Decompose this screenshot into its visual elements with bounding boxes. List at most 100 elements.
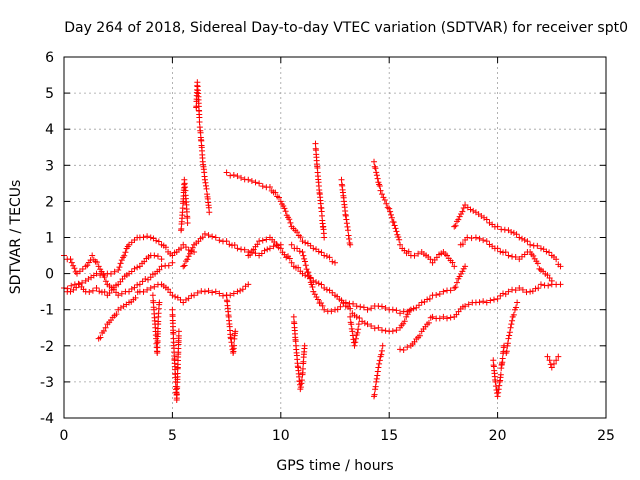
data-point <box>155 238 162 245</box>
data-point <box>557 281 564 288</box>
data-point <box>537 245 544 252</box>
data-point <box>319 302 326 309</box>
data-point <box>372 165 379 172</box>
data-point <box>101 274 108 281</box>
data-point <box>89 252 96 259</box>
data-point <box>352 335 359 342</box>
data-point <box>426 295 433 302</box>
data-point <box>106 289 113 296</box>
data-point <box>429 313 436 320</box>
data-point <box>323 253 330 260</box>
y-tick-label: -3 <box>40 375 54 391</box>
data-point <box>383 200 390 207</box>
data-point <box>256 238 263 245</box>
data-point <box>393 327 400 334</box>
data-point <box>537 281 544 288</box>
data-point <box>71 265 78 272</box>
data-point <box>116 264 123 271</box>
data-point <box>357 303 364 310</box>
data-point <box>302 262 309 269</box>
y-tick-label: -2 <box>40 339 54 355</box>
data-point <box>306 275 313 282</box>
data-point <box>555 353 562 360</box>
data-point <box>318 249 325 256</box>
data-point <box>376 360 383 367</box>
data-point <box>505 288 512 295</box>
data-point <box>310 245 317 252</box>
data-point <box>382 305 389 312</box>
data-point <box>451 263 458 270</box>
data-point <box>102 324 109 331</box>
data-point <box>374 175 381 182</box>
data-point <box>258 250 265 257</box>
data-point <box>364 306 371 313</box>
data-point <box>381 196 388 203</box>
data-point <box>182 296 189 303</box>
data-point <box>389 328 396 335</box>
data-point <box>524 238 531 245</box>
data-point <box>447 314 454 321</box>
data-point <box>505 252 512 259</box>
data-point <box>344 223 351 230</box>
data-point <box>154 253 161 260</box>
data-point <box>507 324 514 331</box>
data-point <box>378 351 385 358</box>
data-point <box>530 252 537 259</box>
data-point <box>483 299 490 306</box>
data-point <box>510 229 517 236</box>
data-point <box>453 311 460 318</box>
data-point <box>499 355 506 362</box>
data-point <box>518 235 525 242</box>
data-point <box>502 249 509 256</box>
data-point <box>117 260 124 267</box>
data-point <box>497 371 504 378</box>
data-point <box>212 234 219 241</box>
data-point <box>306 272 313 279</box>
data-point <box>286 216 293 223</box>
data-point <box>416 332 423 339</box>
data-point <box>368 305 375 312</box>
data-point <box>513 304 520 311</box>
data-point <box>494 223 501 230</box>
data-point <box>332 259 338 266</box>
data-point <box>502 291 509 298</box>
data-point <box>184 256 191 263</box>
data-point <box>400 347 407 354</box>
data-point <box>397 346 404 353</box>
data-point <box>252 250 259 257</box>
data-point <box>153 237 160 244</box>
data-point <box>115 266 122 273</box>
data-point <box>313 279 320 286</box>
data-point <box>326 254 333 261</box>
data-point <box>546 357 553 364</box>
data-point <box>231 342 238 349</box>
data-point <box>480 237 487 244</box>
data-point <box>158 256 165 263</box>
data-point <box>368 322 375 329</box>
data-point <box>355 321 362 328</box>
data-point <box>165 262 172 269</box>
data-point <box>495 389 502 396</box>
data-point <box>527 241 534 248</box>
data-point <box>453 279 460 286</box>
data-point <box>545 282 552 289</box>
data-point <box>196 118 203 125</box>
data-point <box>175 328 182 335</box>
y-tick-label: 1 <box>45 231 54 247</box>
data-point <box>512 254 519 261</box>
data-point <box>309 284 316 291</box>
data-point <box>182 244 189 251</box>
data-point <box>89 287 96 294</box>
data-point <box>504 342 511 349</box>
data-point <box>173 391 180 398</box>
data-point <box>548 364 555 371</box>
data-point <box>299 248 306 255</box>
data-point <box>234 288 241 295</box>
data-point <box>342 299 349 306</box>
data-point <box>433 291 440 298</box>
data-point <box>372 383 379 390</box>
data-point <box>353 303 360 310</box>
data-point <box>487 297 494 304</box>
data-point <box>205 232 212 239</box>
data-point <box>462 263 469 270</box>
